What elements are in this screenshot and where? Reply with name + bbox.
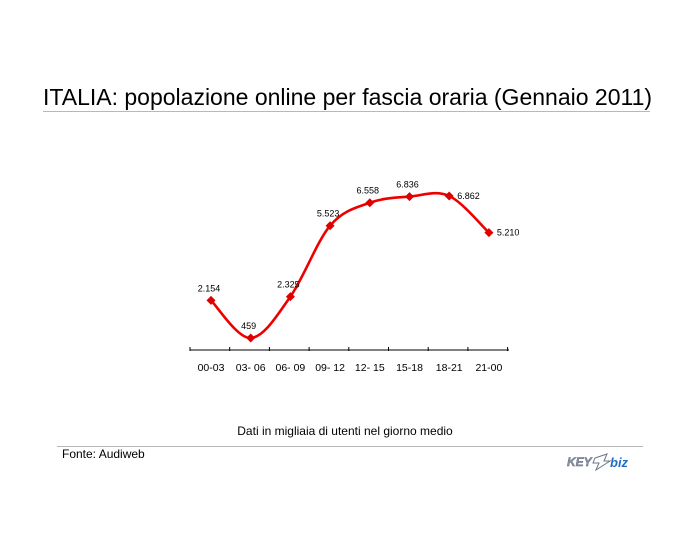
data-point-marker xyxy=(484,228,494,238)
data-point-marker xyxy=(444,191,454,201)
data-point-marker xyxy=(325,221,335,231)
x-tick-label: 06- 09 xyxy=(276,362,306,374)
svg-text:biz: biz xyxy=(610,455,629,470)
data-label: 6.862 xyxy=(457,191,480,201)
x-tick-label: 09- 12 xyxy=(315,362,345,374)
data-label: 5.523 xyxy=(317,209,340,219)
source-text: Fonte: Audiweb xyxy=(62,447,145,461)
x-tick-label: 15-18 xyxy=(396,362,423,374)
data-label: 2.325 xyxy=(277,280,300,290)
svg-text:KEY: KEY xyxy=(567,455,593,469)
chart-note: Dati in migliaia di utenti nel giorno me… xyxy=(237,424,453,438)
title-divider xyxy=(43,111,650,112)
x-tick-label: 18-21 xyxy=(436,362,463,374)
data-point-marker xyxy=(246,333,256,343)
data-point-marker xyxy=(206,295,216,305)
data-point-marker xyxy=(365,198,375,208)
data-point-marker xyxy=(405,192,414,202)
series-line xyxy=(210,191,490,340)
chart-title: ITALIA: popolazione online per fascia or… xyxy=(43,84,653,110)
data-point-marker xyxy=(285,292,295,302)
data-label: 5.210 xyxy=(497,228,520,238)
x-tick-label: 00-03 xyxy=(198,362,225,374)
key4biz-logo: KEY biz xyxy=(567,453,629,472)
data-label: 6.836 xyxy=(396,180,419,190)
x-tick-label: 21-00 xyxy=(475,362,502,374)
x-tick-label: 03- 06 xyxy=(236,362,266,374)
data-label: 459 xyxy=(241,321,256,331)
data-label: 2.154 xyxy=(198,283,221,293)
x-tick-label: 12- 15 xyxy=(355,362,385,374)
footer-divider xyxy=(57,446,643,447)
data-label: 6.558 xyxy=(357,186,380,196)
